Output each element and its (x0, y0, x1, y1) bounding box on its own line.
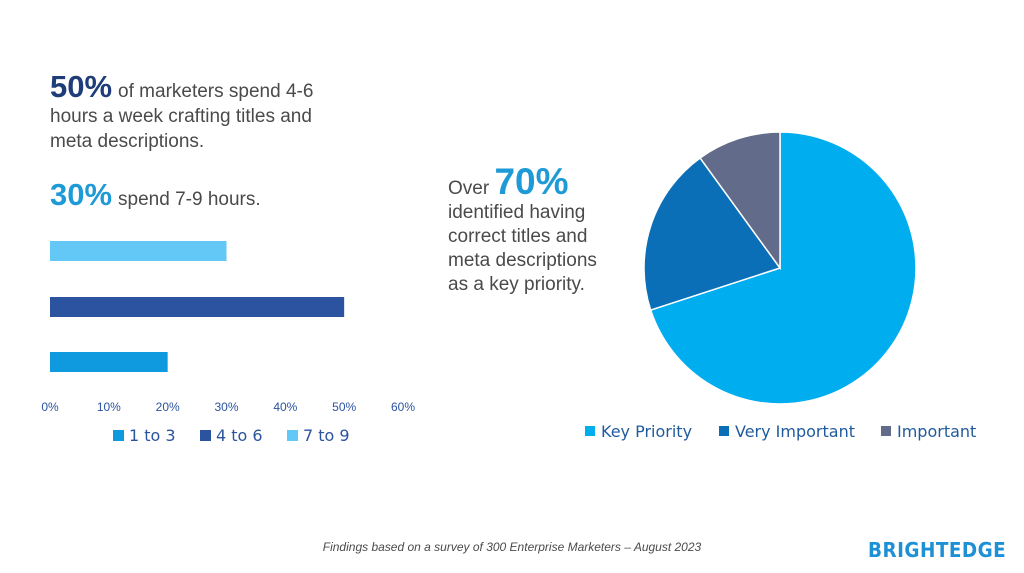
priority-pie-chart: Key Priority Very Important Important (585, 131, 976, 441)
legend-swatch (113, 430, 124, 441)
stat3-text: identified having correct titles and met… (448, 202, 597, 295)
stat1-value: 50% (50, 69, 113, 104)
pie-slice-important (699, 131, 781, 271)
x-tick-label: 10% (97, 400, 121, 414)
legend-swatch (287, 430, 298, 441)
x-tick-label: 20% (156, 400, 180, 414)
stat2-value: 30% (50, 177, 113, 212)
legend-label: Important (897, 422, 976, 441)
x-tick-label: 0% (41, 400, 59, 414)
brightedge-logo: BRIGHTEDGE (868, 538, 1007, 562)
stat2-text: spend 7-9 hours. (118, 189, 261, 210)
legend-swatch (585, 426, 595, 436)
stat-70-percent: Over 70% identified having correct title… (448, 163, 608, 297)
stat3-value: 70% (494, 161, 569, 202)
stat1-text: of marketers spend 4-6 hours a week craf… (50, 81, 314, 152)
pie-slice-key-priority (649, 131, 917, 405)
x-tick-label: 40% (273, 400, 297, 414)
legend-swatch (881, 426, 891, 436)
legend-label: 7 to 9 (303, 426, 350, 445)
x-tick-label: 50% (332, 400, 356, 414)
x-tick-label: 30% (214, 400, 238, 414)
bar-1-to-3 (50, 352, 168, 372)
legend-label: 1 to 3 (129, 426, 176, 445)
stat3-prefix: Over (448, 178, 490, 199)
legend-label: Very Important (735, 422, 855, 441)
legend-label: Key Priority (601, 422, 692, 441)
pie-slice-very-important (643, 156, 782, 311)
bar-7-to-9 (50, 241, 227, 261)
x-tick-label: 60% (391, 400, 415, 414)
bar-4-to-6 (50, 297, 345, 317)
legend-swatch (200, 430, 211, 441)
footnote: Findings based on a survey of 300 Enterp… (322, 540, 702, 554)
hours-bar-chart: 0% 10% 20% 30% 40% 50% 60% 1 to 3 4 to 6 7 to 9 (41, 241, 415, 445)
stat-50-percent: 50% of marketers spend 4-6 hours a week c… (50, 71, 350, 154)
legend-swatch (719, 426, 729, 436)
stat-30-percent: 30% spend 7-9 hours. (50, 177, 261, 215)
legend-label: 4 to 6 (216, 426, 263, 445)
